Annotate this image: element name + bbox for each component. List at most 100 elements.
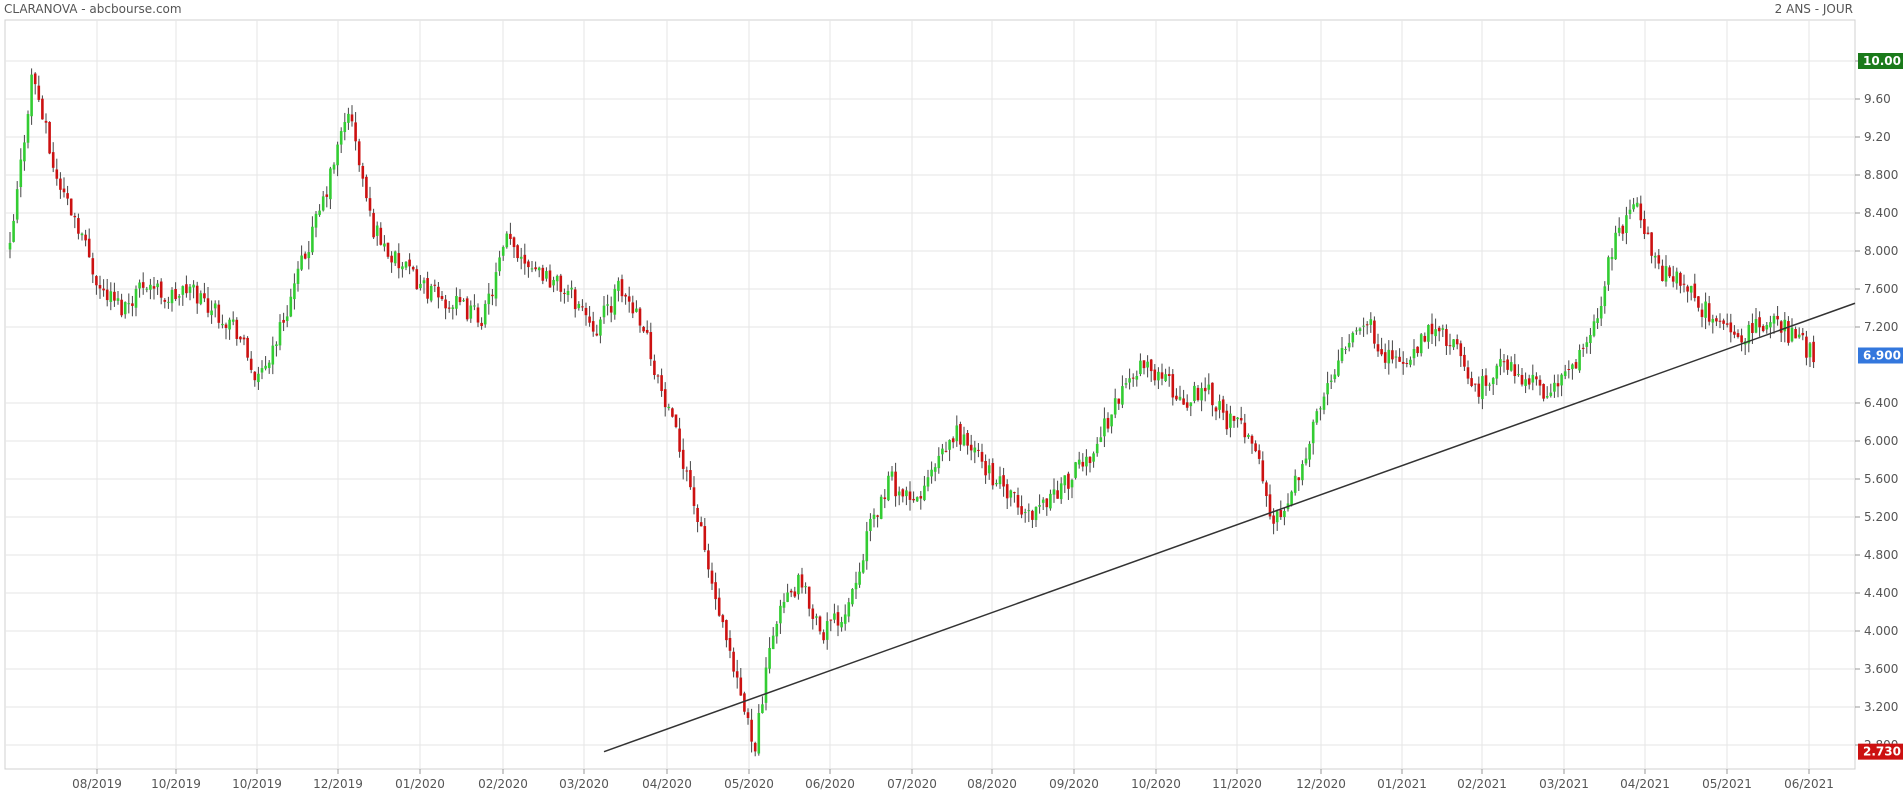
candle	[1668, 265, 1671, 279]
candle	[1704, 292, 1707, 330]
candle	[948, 439, 951, 462]
candle	[102, 279, 105, 297]
candle	[1733, 325, 1736, 339]
candle	[401, 261, 404, 278]
candle-body	[660, 375, 663, 391]
candle	[663, 382, 667, 417]
candle-body	[23, 142, 26, 162]
candle-body	[685, 470, 689, 472]
candle	[1635, 197, 1639, 208]
candle-body	[1034, 507, 1038, 521]
candle	[185, 275, 188, 298]
candle	[829, 619, 833, 632]
candle	[617, 277, 620, 302]
candle	[37, 75, 41, 103]
candle-body	[239, 336, 242, 340]
candle	[825, 612, 829, 650]
candle-body	[771, 635, 775, 650]
candle	[44, 113, 48, 134]
x-tick-label: 03/2020	[559, 777, 609, 791]
candle	[480, 317, 483, 330]
candle	[739, 668, 743, 696]
candle	[80, 232, 84, 241]
candle	[1160, 363, 1164, 386]
candle	[48, 121, 51, 155]
candle	[1322, 392, 1326, 415]
candle-body	[851, 589, 854, 605]
candle	[1304, 447, 1308, 466]
candle	[1293, 469, 1297, 496]
candle-body	[1481, 376, 1484, 400]
candle-body	[1398, 356, 1401, 362]
candle	[537, 266, 541, 278]
candle-body	[264, 365, 267, 369]
candle	[1275, 509, 1279, 531]
price-flag: 10.00	[1858, 53, 1903, 69]
candle-body	[343, 122, 347, 133]
candle	[959, 421, 962, 451]
candle	[116, 291, 120, 305]
candle-body	[692, 487, 696, 506]
candle-body	[674, 414, 678, 428]
candle-body	[1790, 327, 1794, 342]
candle-body	[1412, 349, 1416, 359]
candle	[811, 604, 815, 630]
x-tick-label: 12/2019	[313, 777, 363, 791]
candle-body	[1027, 510, 1031, 512]
candle	[1358, 327, 1362, 335]
candle	[757, 704, 761, 756]
candle	[415, 265, 419, 290]
candle-body	[1693, 283, 1697, 298]
candle	[1175, 388, 1178, 402]
candle-body	[1441, 328, 1445, 330]
candle	[361, 162, 365, 187]
candle-body	[249, 358, 253, 370]
candle	[1405, 358, 1409, 368]
candle	[397, 243, 401, 279]
candle-body	[1045, 498, 1049, 508]
candle-body	[1193, 385, 1196, 401]
candle	[1513, 353, 1517, 384]
candle-body	[566, 290, 570, 296]
candle	[1380, 337, 1383, 357]
candle	[555, 274, 559, 291]
candle-body	[1470, 378, 1473, 386]
candle-body	[217, 304, 221, 323]
candle-body	[1538, 379, 1542, 386]
candle	[1301, 460, 1304, 486]
candle-body	[451, 307, 455, 309]
candle	[941, 443, 944, 462]
candle	[1344, 346, 1347, 355]
candle	[437, 282, 440, 309]
candle	[1131, 373, 1135, 387]
candle	[498, 250, 501, 276]
candle-body	[1074, 462, 1077, 478]
price-flag: 2.730	[1858, 743, 1903, 760]
candle-body	[1236, 417, 1239, 420]
candle	[645, 320, 649, 335]
candle	[786, 583, 789, 603]
candle	[1488, 382, 1491, 391]
candle-body	[1049, 493, 1052, 509]
candle-body	[1002, 475, 1005, 487]
candle-body	[721, 615, 725, 623]
candle	[1178, 385, 1182, 401]
x-tick-label: 08/2019	[72, 777, 122, 791]
candle-body	[1009, 490, 1013, 498]
candle-body	[1081, 461, 1085, 467]
candle-body	[1628, 209, 1632, 214]
y-tick-label: 6.400	[1864, 396, 1898, 410]
candle	[1499, 348, 1502, 376]
candle	[1286, 493, 1290, 512]
candle-body	[1311, 421, 1315, 444]
candle-body	[905, 490, 908, 497]
candle-body	[1581, 347, 1585, 349]
candle-body	[1189, 402, 1193, 407]
candle-body	[955, 425, 959, 442]
candle-body	[437, 286, 440, 298]
candle-body	[883, 497, 887, 499]
candle	[1394, 350, 1398, 369]
candle	[1239, 406, 1243, 425]
candle-body	[1056, 490, 1059, 499]
x-tick-label: 11/2020	[1212, 777, 1262, 791]
